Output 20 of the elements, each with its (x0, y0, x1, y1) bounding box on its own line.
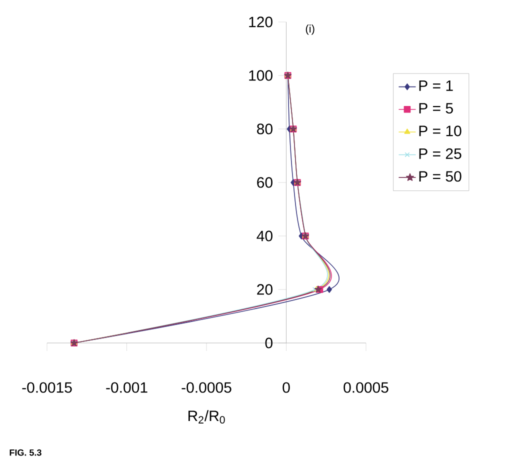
caption: FIG. 5.3 (10, 449, 42, 456)
x-tick-label: 0.0005 (344, 382, 388, 393)
y-tick-label: 60 (257, 177, 272, 188)
legend-label: P = 50 (419, 171, 462, 182)
x-tick-label: -0.0015 (22, 382, 72, 393)
y-tick-label: 100 (249, 70, 272, 81)
y-tick-label: 40 (256, 230, 272, 242)
legend-label: P = 1 (419, 80, 453, 91)
legend-label: P = 5 (419, 103, 453, 114)
y-tick-label: 20 (257, 284, 272, 295)
x-tick-label: -0.001 (106, 382, 148, 393)
y-tick-label: 80 (257, 124, 272, 134)
legend-label: P = 25 (419, 148, 462, 159)
legend-label: P = 10 (419, 126, 462, 136)
y-tick-label: 120 (249, 16, 272, 28)
y-tick-label: 0 (265, 338, 272, 348)
x-tick-label: -0.0005 (182, 382, 232, 393)
x-tick-label: 0 (282, 382, 290, 393)
x-axis-title: R$_{2}$/R$_{0}$ (188, 410, 225, 424)
annotation: (i) (306, 24, 314, 35)
